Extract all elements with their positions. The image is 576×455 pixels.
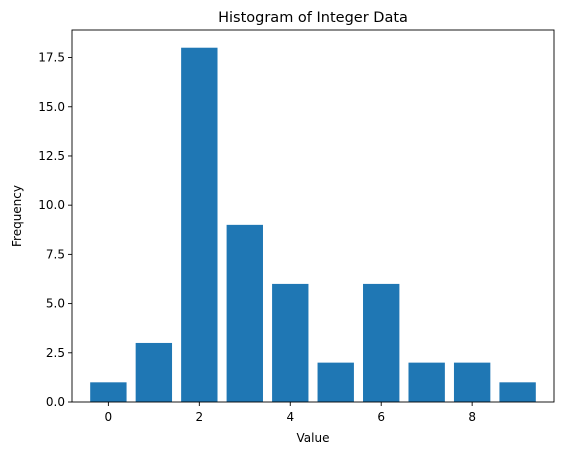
- y-tick-label: 5.0: [46, 297, 65, 311]
- bar-6: [363, 283, 400, 402]
- y-tick-label: 15.0: [38, 100, 65, 114]
- bar-1: [135, 342, 173, 402]
- x-axis-label: Value: [297, 431, 330, 445]
- bar-2: [181, 47, 218, 402]
- bar-4: [272, 283, 309, 402]
- plot-frame: [71, 29, 555, 403]
- y-axis-ticks: 0.0 2.5 5.0 7.5 10.0 12.5 15.0 17.5: [38, 51, 72, 409]
- x-tick-label: 0: [105, 410, 113, 424]
- x-tick-label: 2: [196, 410, 204, 424]
- bar-5: [317, 362, 354, 402]
- x-axis-ticks: 0 2 4 6 8: [105, 402, 476, 424]
- x-tick-label: 6: [377, 410, 385, 424]
- y-tick-label: 17.5: [38, 51, 65, 65]
- x-tick-label: 4: [286, 410, 294, 424]
- y-tick-label: 10.0: [38, 198, 65, 212]
- y-tick-label: 2.5: [46, 346, 65, 360]
- bar-7: [408, 362, 445, 402]
- bar-8: [453, 362, 491, 402]
- y-axis-label: Frequency: [10, 185, 24, 247]
- y-tick-label: 0.0: [46, 395, 65, 409]
- bar-0: [90, 382, 127, 402]
- y-tick-label: 12.5: [38, 149, 65, 163]
- bars-layer: [90, 47, 536, 402]
- chart-title: Histogram of Integer Data: [218, 10, 408, 26]
- bar-3: [226, 224, 263, 402]
- y-tick-label: 7.5: [46, 247, 65, 261]
- x-tick-label: 8: [468, 410, 476, 424]
- bar-9: [499, 382, 536, 402]
